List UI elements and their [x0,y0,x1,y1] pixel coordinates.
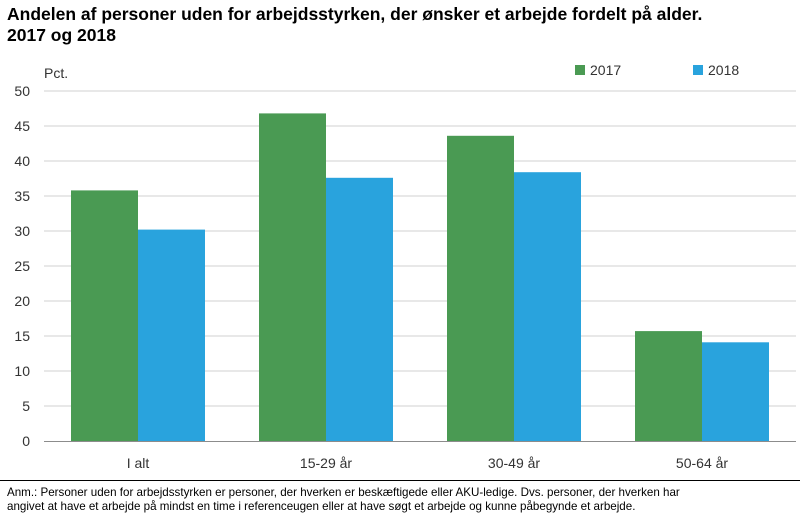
chart-title-line-2: 2017 og 2018 [7,25,116,45]
x-tick-label: 15-29 år [300,455,352,471]
bar-2017-3 [635,331,702,441]
y-tick-label: 45 [14,118,30,134]
y-tick-label: 30 [14,223,30,239]
bar-2018-2 [514,172,581,441]
legend-label-2018: 2018 [708,62,739,78]
chart-title: Andelen af personer uden for arbejdsstyr… [7,4,793,46]
y-tick-label: 25 [14,258,30,274]
bar-chart: 0 5 10 15 20 25 30 35 40 45 50 I alt 15-29 år 30-49 å… [14,62,796,471]
bar-2017-0 [71,190,138,441]
footnote-separator [0,480,800,481]
y-axis-label: Pct. [44,65,68,81]
bar-2018-3 [702,342,769,441]
x-tick-label: 50-64 år [676,455,728,471]
legend-label-2017: 2017 [590,62,621,78]
legend-swatch-2018 [693,65,703,75]
bar-2018-0 [138,229,205,441]
bars [71,113,769,442]
y-tick-label: 35 [14,188,30,204]
y-tick-label: 50 [14,83,30,99]
y-tick-label: 5 [22,398,30,414]
bar-2017-2 [447,135,514,442]
y-tick-label: 40 [14,153,30,169]
bar-2018-1 [326,177,393,442]
x-tick-label: I alt [127,455,150,471]
y-tick-label: 15 [14,328,30,344]
footnote: Anm.: Personer uden for arbejdsstyrken e… [7,486,680,513]
y-tick-label: 10 [14,363,30,379]
legend: 2017 2018 [575,62,739,78]
x-tick-label: 30-49 år [488,455,540,471]
bar-2017-1 [259,113,326,442]
y-tick-label: 20 [14,293,30,309]
y-tick-label: 0 [22,433,30,449]
axes: 0 5 10 15 20 25 30 35 40 45 50 I alt 15-29 år 30-49 å… [14,83,796,471]
chart-title-line-1: Andelen af personer uden for arbejdsstyr… [7,4,703,24]
legend-swatch-2017 [575,65,585,75]
